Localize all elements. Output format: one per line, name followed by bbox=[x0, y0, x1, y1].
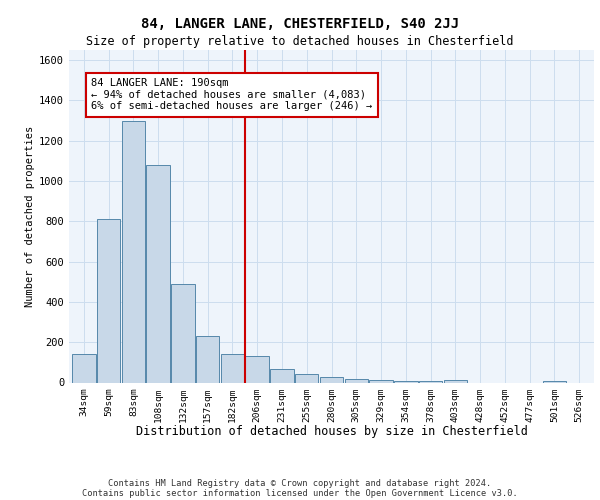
Text: 84 LANGER LANE: 190sqm
← 94% of detached houses are smaller (4,083)
6% of semi-d: 84 LANGER LANE: 190sqm ← 94% of detached… bbox=[91, 78, 373, 112]
Bar bbox=[97, 220, 121, 382]
Text: 84, LANGER LANE, CHESTERFIELD, S40 2JJ: 84, LANGER LANE, CHESTERFIELD, S40 2JJ bbox=[141, 18, 459, 32]
Bar bbox=[72, 354, 95, 382]
Y-axis label: Number of detached properties: Number of detached properties bbox=[25, 126, 35, 307]
X-axis label: Distribution of detached houses by size in Chesterfield: Distribution of detached houses by size … bbox=[136, 424, 527, 438]
Text: Size of property relative to detached houses in Chesterfield: Size of property relative to detached ho… bbox=[86, 35, 514, 48]
Bar bbox=[344, 380, 368, 382]
Bar bbox=[443, 380, 467, 382]
Bar bbox=[320, 378, 343, 382]
Text: Contains public sector information licensed under the Open Government Licence v3: Contains public sector information licen… bbox=[82, 488, 518, 498]
Bar bbox=[171, 284, 194, 382]
Bar bbox=[221, 354, 244, 382]
Bar bbox=[146, 165, 170, 382]
Bar bbox=[270, 370, 294, 382]
Bar bbox=[122, 120, 145, 382]
Bar bbox=[369, 380, 393, 382]
Bar bbox=[196, 336, 220, 382]
Text: Contains HM Land Registry data © Crown copyright and database right 2024.: Contains HM Land Registry data © Crown c… bbox=[109, 478, 491, 488]
Bar bbox=[295, 374, 319, 382]
Bar bbox=[245, 356, 269, 382]
